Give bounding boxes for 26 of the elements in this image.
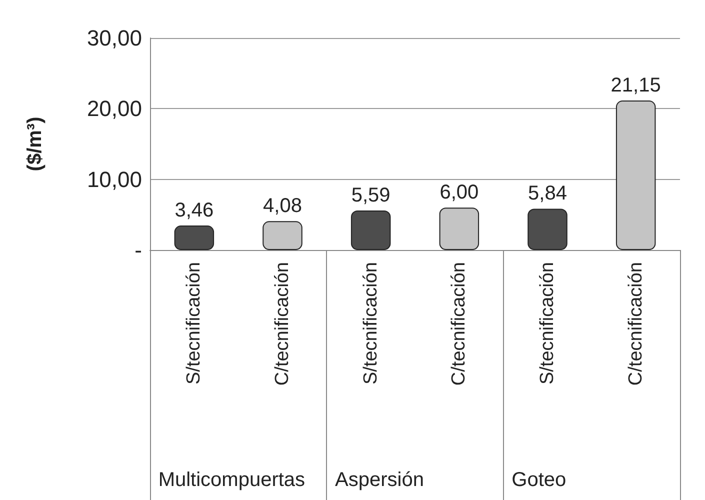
y-axis-title: ($/m³) — [24, 116, 46, 172]
data-label: 21,15 — [610, 74, 661, 97]
x-tick-label: C/tecnificación — [272, 262, 293, 386]
x-tick-label: C/tecnificación — [625, 262, 646, 386]
x-tick-label: S/tecnificación — [360, 262, 382, 385]
text: Aspersión — [335, 469, 424, 491]
y-tick-label: 10,00 — [86, 166, 142, 192]
bar — [262, 221, 302, 250]
x-tick-label: S/tecnificación — [184, 262, 205, 385]
bar — [439, 208, 480, 250]
bar — [174, 226, 214, 250]
data-label: 3,46 — [174, 200, 214, 222]
data-label: 5,84 — [528, 182, 567, 205]
bar — [528, 208, 568, 250]
y-tick-label: - — [134, 238, 142, 262]
x-tick-label: C/tecnificación — [448, 262, 470, 386]
bar — [350, 210, 391, 250]
data-label: 5,59 — [351, 184, 390, 206]
text: Goteo — [512, 469, 566, 491]
data-label: 6,00 — [440, 182, 479, 204]
y-tick-label: 20,00 — [86, 96, 142, 122]
data-label: 4,08 — [263, 195, 302, 218]
bar — [616, 100, 656, 250]
text: Multicompuertas — [158, 469, 306, 491]
x-tick-label: S/tecnificación — [537, 262, 558, 385]
y-tick-label: 30,00 — [86, 26, 142, 50]
